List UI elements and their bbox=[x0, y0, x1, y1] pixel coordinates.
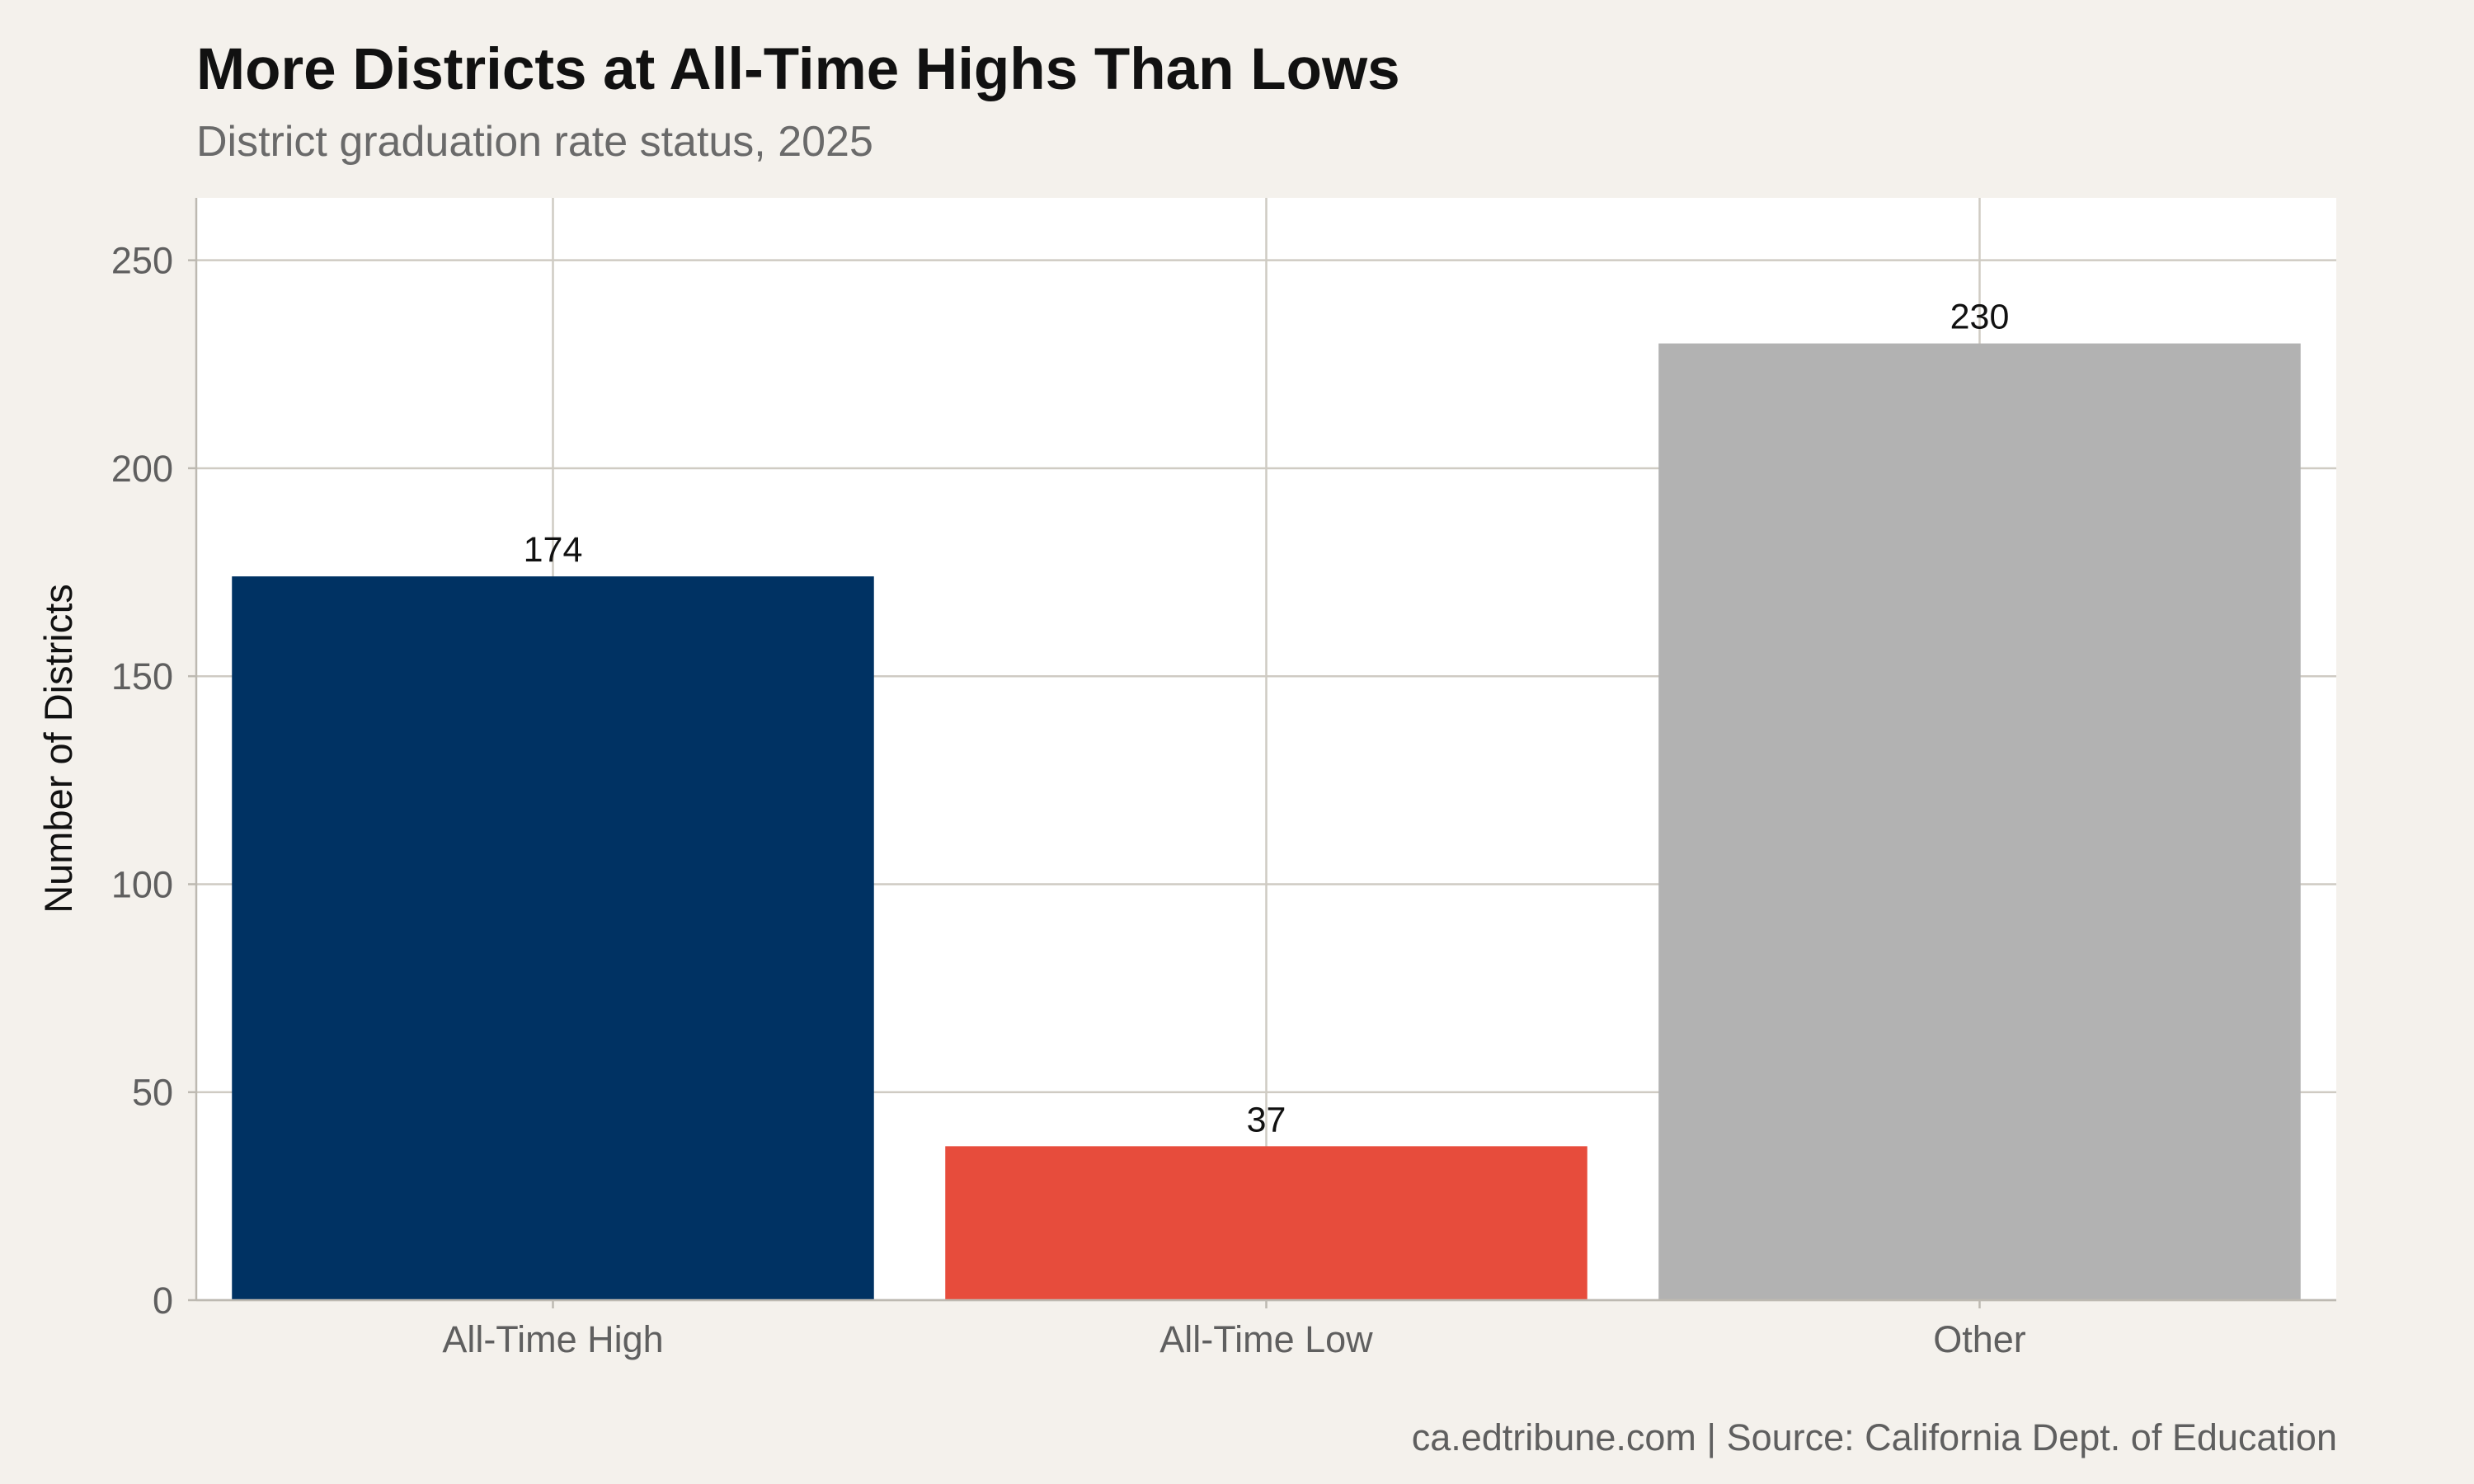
x-tick-label: All-Time High bbox=[442, 1318, 663, 1360]
y-tick-label: 200 bbox=[111, 448, 173, 490]
y-tick-label: 0 bbox=[153, 1280, 173, 1322]
chart-subtitle: District graduation rate status, 2025 bbox=[196, 118, 873, 166]
axes: 0 50 100 150 200 250 All-Time High All-Time Low… bbox=[111, 198, 2336, 1360]
y-axis-title: Number of Districts bbox=[36, 584, 80, 913]
bar-value-label: 37 bbox=[1247, 1100, 1286, 1139]
y-tick-label: 150 bbox=[111, 655, 173, 697]
bar-value-label: 230 bbox=[1950, 298, 2010, 337]
y-tick-label: 100 bbox=[111, 863, 173, 905]
data-labels: 174 37 230 bbox=[524, 298, 2010, 1140]
chart-caption: ca.edtribune.com | Source: California De… bbox=[1411, 1416, 2337, 1458]
bar-value-label: 174 bbox=[524, 530, 583, 570]
bar-3 bbox=[1658, 343, 2301, 1300]
bar-1 bbox=[232, 576, 874, 1300]
y-tick-label: 250 bbox=[111, 240, 173, 282]
bar-2 bbox=[945, 1146, 1587, 1300]
y-tick-label: 50 bbox=[132, 1072, 173, 1114]
chart-title: More Districts at All-Time Highs Than Lo… bbox=[196, 37, 1400, 102]
x-tick-label: All-Time Low bbox=[1159, 1318, 1373, 1360]
bars bbox=[232, 343, 2301, 1300]
x-tick-label: Other bbox=[1933, 1318, 2026, 1360]
